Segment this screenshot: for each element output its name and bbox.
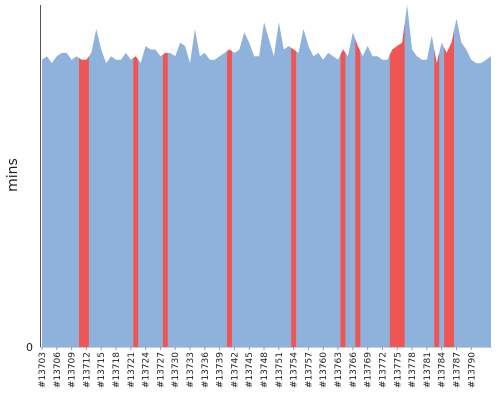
x-tick-label: #13709 bbox=[68, 352, 78, 388]
x-tick-label: #13739 bbox=[216, 352, 226, 388]
highlighted-build bbox=[389, 23, 405, 348]
x-tick-label: #13766 bbox=[349, 352, 359, 388]
highlighted-build bbox=[355, 39, 361, 347]
x-tick-label: #13781 bbox=[423, 352, 433, 388]
x-tick-label: #13736 bbox=[201, 352, 211, 388]
x-tick-label: #13787 bbox=[452, 352, 462, 388]
x-tick-label: #13715 bbox=[97, 352, 107, 388]
x-tick-label: #13706 bbox=[53, 352, 63, 388]
x-tick-label: #13784 bbox=[438, 352, 448, 388]
x-tick-label: #13778 bbox=[408, 352, 418, 388]
x-tick-label: #13754 bbox=[290, 352, 300, 388]
x-tick-label: #13772 bbox=[378, 352, 388, 388]
x-tick-label: #13733 bbox=[186, 352, 196, 388]
x-tick-label: #13721 bbox=[127, 352, 137, 388]
x-tick-label: #13745 bbox=[245, 352, 255, 388]
x-tick-label: #13769 bbox=[364, 352, 374, 388]
x-tick-label: #13775 bbox=[393, 352, 403, 388]
x-tick-label: #13727 bbox=[156, 352, 166, 388]
highlighted-build bbox=[227, 49, 232, 348]
highlighted-build bbox=[444, 30, 454, 348]
x-tick-label: #13712 bbox=[82, 352, 92, 388]
x-tick-label: #13703 bbox=[38, 352, 48, 388]
y-tick-label: 0 bbox=[26, 341, 33, 354]
x-tick-label: #13742 bbox=[230, 352, 240, 388]
x-tick-label: #13748 bbox=[260, 352, 270, 388]
highlight-layer bbox=[79, 23, 454, 348]
highlighted-build bbox=[434, 49, 440, 348]
x-tick-label: #13790 bbox=[467, 352, 477, 388]
area-layer bbox=[42, 5, 491, 347]
area-series bbox=[42, 5, 491, 347]
x-tick-label: #13763 bbox=[334, 352, 344, 388]
x-tick-label: #13760 bbox=[319, 352, 329, 388]
x-tick-label: #13751 bbox=[275, 352, 285, 388]
tick-layer: #13703 #13706 #13709 #13712 #13715 #13718 #137… bbox=[38, 347, 477, 388]
highlighted-build bbox=[79, 56, 89, 348]
highlighted-build bbox=[162, 52, 168, 347]
x-tick-label: #13730 bbox=[171, 352, 181, 388]
axis-layer bbox=[40, 5, 492, 348]
highlighted-build bbox=[291, 47, 297, 347]
x-tick-label: #13757 bbox=[304, 352, 314, 388]
y-axis-title: mins bbox=[5, 158, 21, 192]
x-tick-label: #13718 bbox=[112, 352, 122, 388]
highlighted-build bbox=[133, 56, 139, 348]
highlighted-build bbox=[340, 49, 346, 348]
x-tick-label: #13724 bbox=[142, 352, 152, 388]
